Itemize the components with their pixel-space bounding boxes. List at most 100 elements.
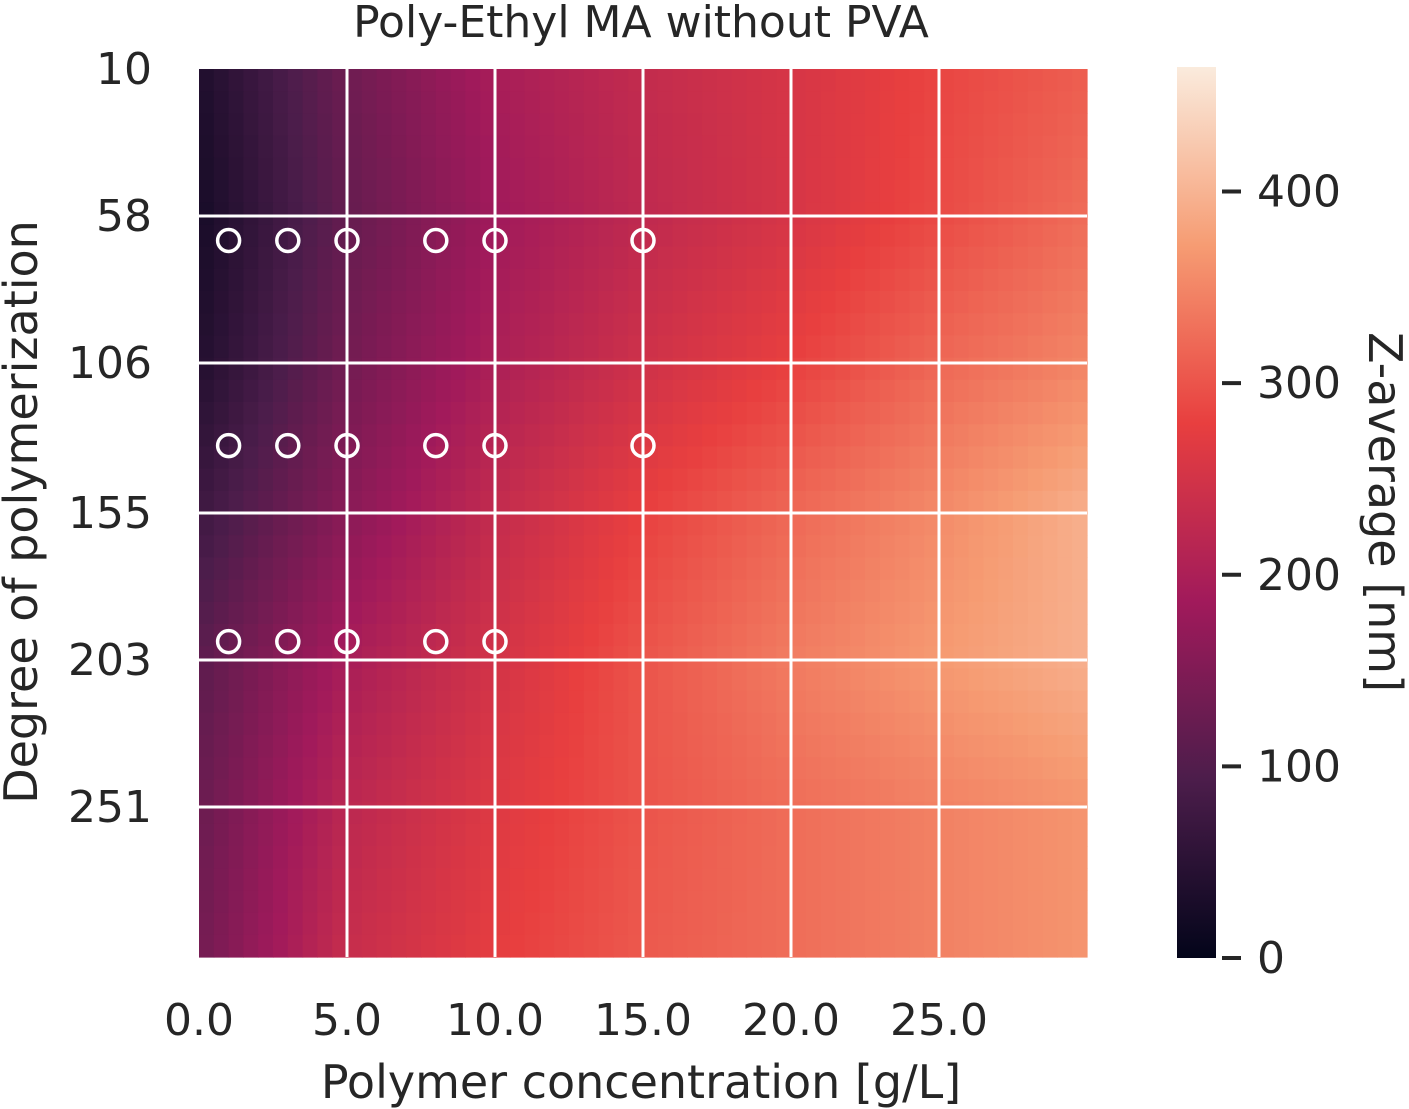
heatmap-cell bbox=[672, 202, 688, 225]
heatmap-cell bbox=[376, 446, 392, 470]
heatmap-cell bbox=[421, 135, 437, 159]
heatmap-cell bbox=[1042, 823, 1058, 847]
heatmap-cell bbox=[657, 779, 674, 803]
heatmap-cell bbox=[791, 268, 807, 292]
heatmap-cell bbox=[657, 513, 674, 536]
heatmap-cell bbox=[805, 180, 822, 203]
heatmap-cell bbox=[909, 535, 925, 558]
heatmap-cell bbox=[391, 934, 407, 958]
heatmap-cell bbox=[524, 779, 540, 803]
heatmap-cell bbox=[435, 468, 452, 492]
heatmap-cell bbox=[939, 557, 955, 581]
heatmap-cell bbox=[850, 379, 866, 403]
heatmap-cell bbox=[702, 113, 718, 137]
heatmap-cell bbox=[524, 91, 540, 114]
heatmap-cell bbox=[1027, 779, 1044, 803]
heatmap-cell bbox=[865, 268, 881, 292]
heatmap-cell bbox=[332, 468, 348, 492]
heatmap-cell bbox=[1013, 690, 1029, 714]
heatmap-cell bbox=[1057, 357, 1073, 381]
heatmap-cell bbox=[435, 579, 452, 603]
heatmap-cell bbox=[406, 601, 422, 625]
marker-point bbox=[423, 432, 449, 459]
heatmap-cell bbox=[391, 69, 407, 92]
heatmap-cell bbox=[554, 712, 570, 736]
y-tick-label: 155 bbox=[68, 488, 152, 539]
heatmap-cell bbox=[909, 202, 925, 225]
heatmap-cell bbox=[983, 202, 999, 225]
heatmap-cell bbox=[850, 224, 866, 248]
heatmap-cell bbox=[465, 490, 481, 514]
heatmap-cell bbox=[791, 579, 807, 603]
heatmap-cell bbox=[998, 202, 1014, 225]
heatmap-cell bbox=[924, 624, 940, 647]
heatmap-cell bbox=[347, 157, 363, 181]
heatmap-cell bbox=[347, 202, 363, 225]
heatmap-cell bbox=[805, 357, 822, 381]
heatmap-cell bbox=[998, 357, 1014, 381]
heatmap-cell bbox=[731, 579, 748, 603]
heatmap-cell bbox=[258, 646, 274, 669]
heatmap-cell bbox=[687, 513, 703, 536]
heatmap-cell bbox=[509, 757, 526, 780]
heatmap-cell bbox=[731, 490, 748, 514]
heatmap-cell bbox=[776, 735, 792, 758]
heatmap-cell bbox=[554, 624, 570, 647]
heatmap-cell bbox=[287, 601, 304, 625]
heatmap-cell bbox=[746, 402, 762, 425]
heatmap-cell bbox=[909, 424, 925, 447]
heatmap-cell bbox=[317, 868, 333, 891]
heatmap-cell bbox=[554, 557, 570, 581]
heatmap-cell bbox=[421, 823, 437, 847]
heatmap-cell bbox=[480, 934, 496, 958]
heatmap-cell bbox=[228, 557, 244, 581]
heatmap-cell bbox=[1042, 157, 1058, 181]
heatmap-cell bbox=[391, 513, 407, 536]
heatmap-cell bbox=[939, 535, 955, 558]
heatmap-cell bbox=[776, 446, 792, 470]
heatmap-cell bbox=[199, 157, 215, 181]
heatmap-cell bbox=[376, 335, 392, 359]
heatmap-cell bbox=[953, 912, 970, 936]
heatmap-cell bbox=[391, 624, 407, 647]
heatmap-cell bbox=[199, 291, 215, 314]
heatmap-cell bbox=[480, 402, 496, 425]
heatmap-cell bbox=[1072, 624, 1088, 647]
heatmap-cell bbox=[421, 690, 437, 714]
heatmap-cell bbox=[746, 468, 762, 492]
heatmap-cell bbox=[879, 868, 896, 891]
heatmap-cell bbox=[791, 668, 807, 692]
heatmap-cell bbox=[391, 446, 407, 470]
heatmap-cell bbox=[894, 468, 910, 492]
heatmap-cell bbox=[598, 735, 614, 758]
heatmap-cell bbox=[421, 779, 437, 803]
heatmap-cell bbox=[761, 712, 777, 736]
heatmap-cell bbox=[613, 379, 629, 403]
heatmap-cell bbox=[983, 579, 999, 603]
heatmap-cell bbox=[583, 313, 600, 336]
heatmap-cell bbox=[1057, 135, 1073, 159]
heatmap-cell bbox=[317, 402, 333, 425]
heatmap-cell bbox=[761, 624, 777, 647]
heatmap-cell bbox=[909, 513, 925, 536]
heatmap-cell bbox=[865, 446, 881, 470]
heatmap-cell bbox=[317, 335, 333, 359]
heatmap-cell bbox=[717, 291, 733, 314]
heatmap-cell bbox=[613, 513, 629, 536]
heatmap-cell bbox=[687, 646, 703, 669]
heatmap-cell bbox=[317, 69, 333, 92]
heatmap-cell bbox=[924, 535, 940, 558]
heatmap-cell bbox=[687, 934, 703, 958]
heatmap-cell bbox=[761, 291, 777, 314]
heatmap-cell bbox=[761, 668, 777, 692]
heatmap-cell bbox=[213, 601, 230, 625]
heatmap-cell bbox=[613, 801, 629, 825]
heatmap-cell bbox=[835, 246, 851, 270]
heatmap-cell bbox=[509, 468, 526, 492]
heatmap-cell bbox=[509, 357, 526, 381]
heatmap-cell bbox=[302, 779, 318, 803]
heatmap-cell bbox=[361, 823, 378, 847]
heatmap-cell bbox=[569, 934, 585, 958]
heatmap-cell bbox=[450, 890, 466, 914]
heatmap-cell bbox=[302, 246, 318, 270]
